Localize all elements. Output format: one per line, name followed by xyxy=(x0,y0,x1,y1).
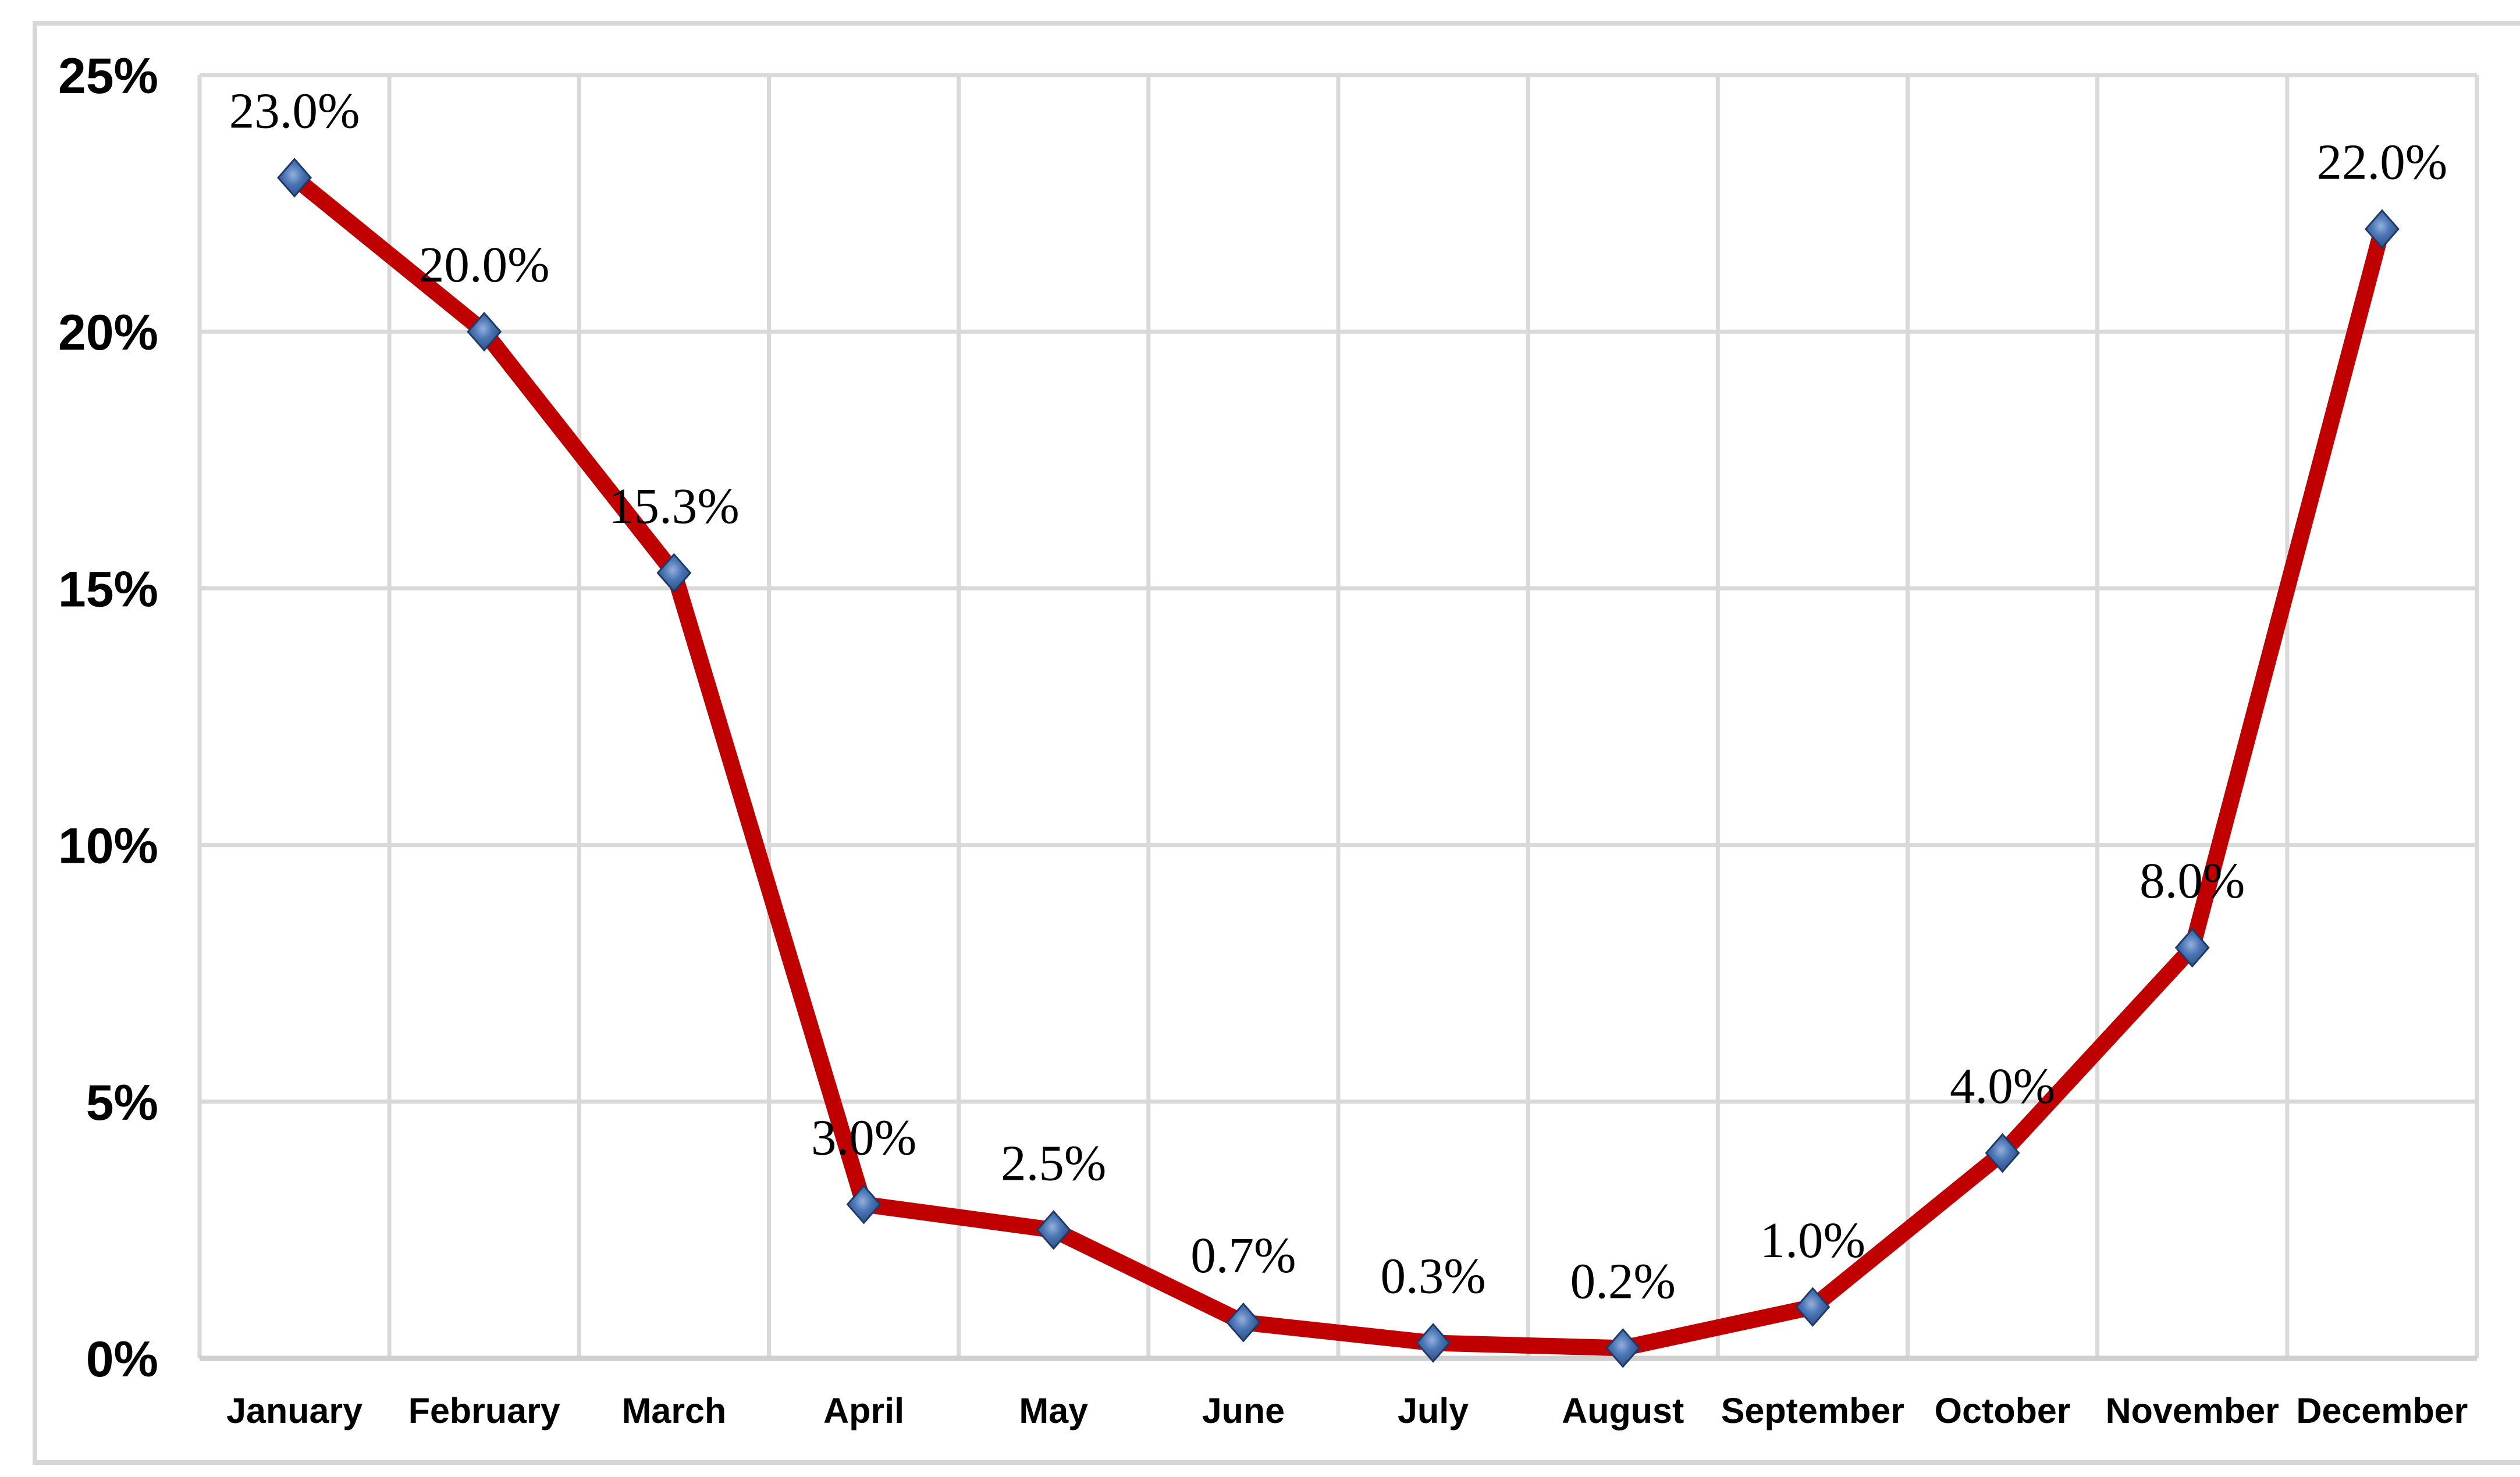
data-label-february: 20.0% xyxy=(419,236,550,293)
data-label-may: 2.5% xyxy=(1001,1134,1106,1191)
series-line xyxy=(286,169,2390,1357)
x-label-january: January xyxy=(226,1391,362,1430)
x-label-september: September xyxy=(1721,1391,1904,1430)
data-label-september: 1.0% xyxy=(1760,1212,1865,1268)
data-label-november: 8.0% xyxy=(2139,852,2245,909)
marker-august xyxy=(1605,1328,1641,1368)
marker-december xyxy=(2364,209,2400,249)
data-label-april: 3.0% xyxy=(811,1109,916,1165)
x-label-june: June xyxy=(1202,1391,1285,1430)
y-tick-label-25%: 25% xyxy=(58,48,158,104)
x-label-november: November xyxy=(2106,1391,2279,1430)
x-label-july: July xyxy=(1398,1391,1469,1430)
y-tick-label-10%: 10% xyxy=(58,818,158,874)
x-label-february: February xyxy=(408,1391,560,1430)
chart-background xyxy=(23,9,2520,1477)
marker-november xyxy=(2174,927,2210,968)
marker-april xyxy=(846,1184,882,1225)
marker-october xyxy=(1985,1133,2020,1173)
monthly-percentage-line-chart: 0% 5% 10% 15% 20% 25% January February March Apri… xyxy=(23,9,2520,1477)
data-label-october: 4.0% xyxy=(1950,1058,2055,1114)
marker-july xyxy=(1416,1323,1451,1363)
x-label-may: May xyxy=(1019,1391,1088,1430)
chart-canvas: 0% 5% 10% 15% 20% 25% January February March Apri… xyxy=(23,9,2520,1477)
data-label-june: 0.7% xyxy=(1190,1227,1296,1283)
x-label-december: December xyxy=(2296,1391,2468,1430)
x-label-april: April xyxy=(823,1391,904,1430)
data-label-march: 15.3% xyxy=(609,478,740,534)
marker-january xyxy=(277,158,312,198)
data-label-august: 0.2% xyxy=(1570,1252,1676,1309)
y-tick-label-20%: 20% xyxy=(58,305,158,361)
marker-february xyxy=(467,311,502,352)
data-label-july: 0.3% xyxy=(1380,1248,1485,1304)
marker-september xyxy=(1795,1287,1831,1327)
marker-march xyxy=(656,553,692,593)
y-tick-label-0%: 0% xyxy=(86,1332,158,1387)
marker-june xyxy=(1225,1302,1261,1343)
y-tick-label-15%: 15% xyxy=(58,561,158,617)
x-label-march: March xyxy=(622,1391,727,1430)
x-label-october: October xyxy=(1935,1391,2071,1430)
marker-may xyxy=(1036,1210,1071,1250)
data-label-january: 23.0% xyxy=(229,82,360,138)
chart-border xyxy=(33,21,2520,1465)
y-tick-label-5%: 5% xyxy=(86,1075,158,1131)
data-label-december: 22.0% xyxy=(2317,134,2448,190)
x-label-august: August xyxy=(1562,1391,1684,1430)
